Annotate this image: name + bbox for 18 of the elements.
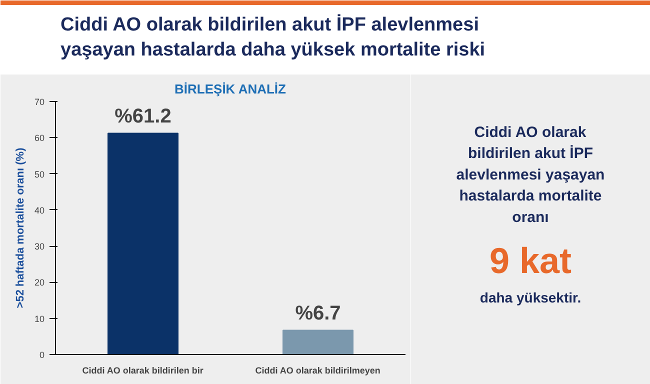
y-tick-label: 20 bbox=[34, 278, 45, 288]
text: 9 kat bbox=[489, 240, 572, 282]
y-tick-label: 70 bbox=[34, 97, 45, 107]
y-tick-label: 10 bbox=[34, 314, 45, 324]
chart-subtitle: BİRLEŞİK ANALİZ bbox=[174, 82, 286, 96]
data-label: %6.7 bbox=[295, 302, 341, 324]
y-tick-label: 60 bbox=[34, 133, 45, 144]
y-tick-label: 0 bbox=[39, 350, 45, 360]
x-tick-label: Ciddi AO olarak bildirilmeyen bbox=[255, 366, 380, 376]
x-tick-label: Ciddi AO olarak bildirilen bir bbox=[82, 366, 204, 376]
text: Ciddi AO olarak bildirilen akut İPF alevlenmesi yaşayan hastalarda mortalite oranı bbox=[456, 124, 605, 226]
y-tick-label: 50 bbox=[34, 169, 45, 180]
data-label: %61.2 bbox=[114, 105, 172, 128]
y-axis-title: >52 haftada mortalite oranı (%) bbox=[14, 147, 26, 308]
text: daha yüksektir. bbox=[480, 289, 582, 306]
y-tick-label: 40 bbox=[34, 205, 45, 216]
chart-title: Ciddi AO olarak bildirilen akut İPF alevlenmesi yaşayan hastalarda daha yüksek mortalite riski bbox=[60, 13, 486, 61]
y-tick-label: 30 bbox=[34, 242, 45, 252]
